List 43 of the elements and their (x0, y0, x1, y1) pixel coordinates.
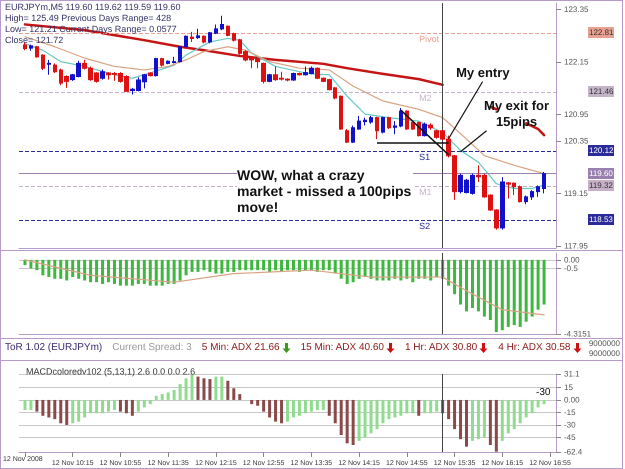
y-tick-label: -45 (564, 432, 576, 442)
y-tick-label: 31.1 (564, 370, 580, 378)
text: 120.12 (588, 144, 614, 156)
ref-line-label: Pivot (419, 34, 440, 44)
text: 5 Min: ADX 21.66 (202, 342, 280, 353)
text: 119.32 (588, 180, 614, 191)
y-tick-label: 123.35 (564, 5, 590, 14)
text: ToR 1.02 (EURJPYm) (5, 342, 102, 353)
y-tick-label: 120.95 (564, 110, 590, 120)
annotation: My exit for 15pips (483, 98, 550, 130)
text: 9000000 (588, 339, 620, 349)
text: 121.46 (588, 86, 614, 98)
y-tick-label: -30 (564, 420, 576, 430)
text: 15 Min: ADX 40.60 (300, 342, 384, 353)
y-tick-label: 15 (564, 382, 574, 392)
y-tick-label: 122.15 (564, 58, 590, 67)
text: 119.60 (588, 168, 614, 179)
ref-line-label: S1 (419, 152, 430, 162)
annotation: WOW, what a crazy market - missed a 100pips move! (237, 167, 413, 215)
annotation: EURJPYm,M5 119.60 119.62 119.59 119.60 (5, 2, 180, 12)
text: 118.53 (588, 214, 614, 226)
text: 122.81 (588, 27, 614, 38)
y-tick-label: 119.15 (564, 188, 588, 198)
text: Current Spread: 3 (112, 342, 192, 353)
ref-line-label: M1 (419, 186, 432, 197)
y-tick-label: 120.35 (564, 136, 590, 146)
annotation: High= 125.49 Previous Days Range= 428 (5, 13, 172, 23)
y-tick-label: 0.00 (564, 395, 580, 404)
text: 9000000 (588, 349, 620, 359)
ref-line-label: S2 (419, 221, 430, 232)
y-tick-label: 0.00 (564, 255, 580, 264)
y-tick-label: -0.5 (564, 264, 578, 273)
annotation: -30 (536, 386, 550, 398)
text: 1 Hr: ADX 30.80 (404, 342, 478, 353)
ref-line-label: M2 (419, 93, 432, 104)
annotation: Close= 121.72 (5, 35, 64, 45)
y-tick-label: -62.4 (564, 448, 583, 456)
y-tick-label: 117.95 (564, 241, 588, 250)
text: 4 Hr: ADX 30.58 (498, 342, 570, 353)
y-tick-label: -4.3151 (564, 330, 592, 338)
y-tick-label: -15 (564, 408, 576, 417)
chart-title: MACDcoloredv102 (5,13,1) 2.6 0.0 0.0 2.6 (26, 366, 196, 376)
annotation: My entry (456, 64, 510, 81)
